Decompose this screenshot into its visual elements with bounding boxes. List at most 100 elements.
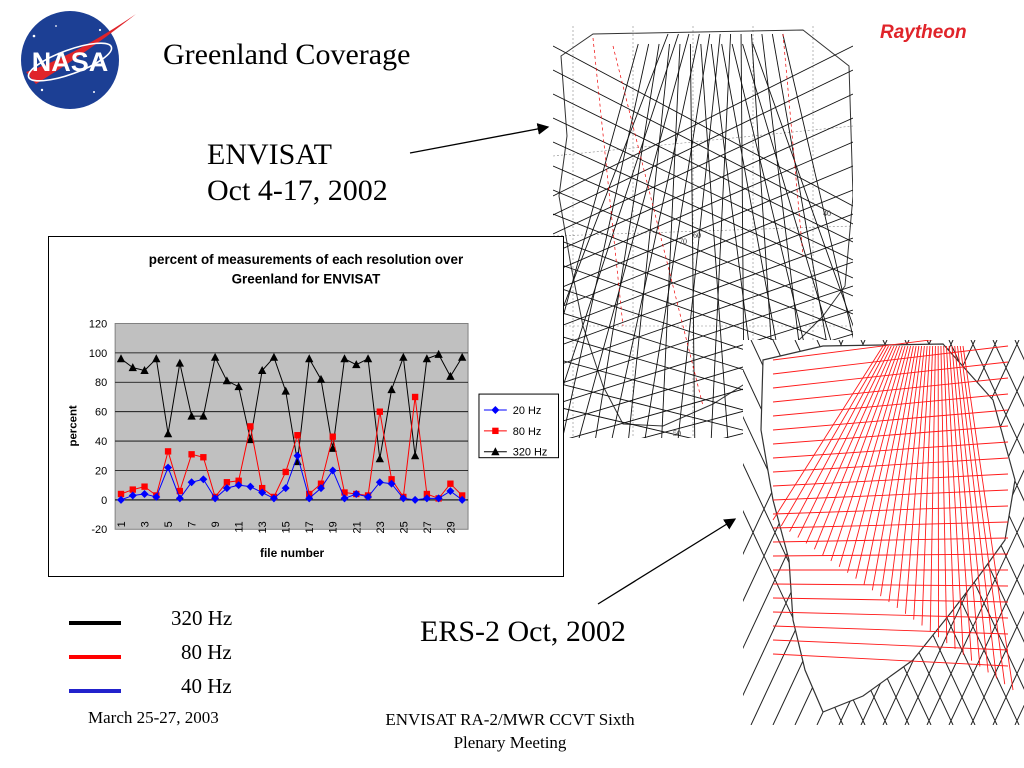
red-track: [772, 361, 1009, 389]
ground-track: [553, 213, 853, 330]
red-track: [940, 345, 948, 644]
data-point-320hz: [187, 411, 196, 420]
data-point-80hz: [200, 454, 207, 461]
x-tick-labels: 1 3 5 7 9 11 13 15 17 19 21 23 25 27 29: [116, 521, 457, 533]
red-track: [772, 639, 1009, 651]
data-point-20hz: [117, 495, 125, 504]
x-tick-label: 11: [234, 521, 246, 532]
x-tick-label: 1: [116, 521, 128, 527]
legend-marker-320hz: [491, 447, 500, 456]
chart-legend: 20 Hz 80 Hz 320 Hz: [478, 393, 560, 459]
ground-track: [553, 165, 853, 297]
nasa-logo: NASA: [21, 11, 136, 109]
data-point-320hz: [399, 352, 408, 361]
data-point-320hz: [352, 360, 361, 369]
data-point-320hz: [328, 443, 337, 452]
ground-track: [677, 33, 721, 438]
ground-track: [926, 516, 1024, 725]
lat-label-60: 60: [693, 231, 701, 240]
nasa-logo-text: NASA: [32, 47, 109, 77]
red-track: [772, 340, 934, 361]
data-point-80hz: [235, 477, 242, 484]
red-track: [822, 345, 900, 556]
ground-track: [553, 261, 853, 368]
red-track: [772, 345, 1009, 375]
ground-track: [553, 141, 853, 273]
ground-track: [553, 117, 853, 254]
red-track: [772, 441, 1009, 459]
data-point-320hz: [128, 363, 137, 372]
x-tick-label: 25: [398, 521, 410, 533]
ground-track: [553, 45, 853, 207]
red-track: [780, 345, 887, 527]
data-point-320hz: [410, 451, 420, 460]
data-point-20hz: [387, 479, 396, 488]
red-track: [948, 345, 973, 661]
y-tick-label: 80: [95, 377, 107, 389]
red-track: [943, 345, 956, 649]
red-track: [772, 377, 1009, 403]
key-line-320: [69, 621, 121, 625]
data-point-320hz: [340, 354, 349, 363]
ground-track: [553, 165, 853, 292]
red-track: [838, 345, 906, 568]
red-track: [772, 597, 1009, 603]
red-track: [772, 505, 1009, 515]
data-point-80hz: [329, 433, 336, 440]
red-track: [772, 489, 1009, 501]
ground-track: [970, 340, 1024, 455]
data-point-80hz: [258, 484, 266, 492]
red-track: [772, 457, 1009, 473]
red-track: [772, 393, 1009, 417]
resolution-chart: percent of measurements of each resoluti…: [48, 236, 564, 577]
data-point-80hz: [129, 486, 136, 493]
ground-track: [689, 43, 696, 438]
envisat-arrow: [409, 123, 550, 154]
ground-track: [578, 33, 690, 438]
raytheon-logo: Raytheon: [880, 22, 967, 43]
x-tick-label: 17: [304, 521, 316, 533]
data-point-320hz: [316, 374, 326, 383]
data-point-320hz: [363, 354, 373, 363]
red-track: [592, 37, 624, 327]
data-point-320hz: [116, 354, 126, 363]
y-tick-label: 0: [101, 495, 107, 507]
legend-label-320hz: 320 Hz: [513, 447, 548, 459]
red-track: [782, 33, 804, 257]
red-track: [772, 521, 1009, 529]
data-point-80hz: [423, 490, 431, 498]
key-row-320: 320 Hz: [66, 606, 266, 646]
envisat-callout-line2: Oct 4-17, 2002: [207, 174, 388, 207]
y-axis-label: percent: [67, 405, 79, 446]
red-track: [772, 345, 884, 521]
data-point-320hz: [257, 366, 267, 375]
data-point-320hz: [434, 349, 443, 358]
red-track: [772, 425, 1009, 445]
x-tick-label: 21: [351, 521, 363, 533]
x-axis-label: file number: [260, 546, 325, 560]
envisat-callout: ENVISAT Oct 4-17, 2002: [207, 137, 388, 209]
data-point-320hz: [281, 386, 290, 395]
key-label-40: 40 Hz: [181, 674, 232, 698]
data-point-320hz: [152, 354, 161, 363]
ground-track: [700, 43, 729, 438]
x-tick-label: 13: [257, 521, 269, 533]
key-label-80: 80 Hz: [181, 640, 232, 664]
red-track: [805, 345, 895, 544]
data-point-320hz: [234, 382, 243, 391]
ground-track: [553, 69, 853, 225]
data-point-20hz: [328, 466, 337, 475]
data-point-20hz: [258, 488, 267, 497]
red-track: [772, 611, 1009, 619]
data-point-320hz: [199, 411, 208, 420]
ground-track: [553, 237, 853, 351]
series-line-320hz: [120, 353, 463, 462]
legend-label-20hz: 20 Hz: [513, 405, 542, 417]
red-track: [772, 653, 1009, 667]
data-point-80hz: [164, 448, 172, 455]
y-tick-label: 60: [95, 407, 107, 419]
data-point-80hz: [317, 480, 325, 487]
x-tick-label: 5: [163, 521, 175, 527]
ground-track: [782, 33, 853, 339]
footer-meeting-line2: Plenary Meeting: [453, 733, 567, 752]
